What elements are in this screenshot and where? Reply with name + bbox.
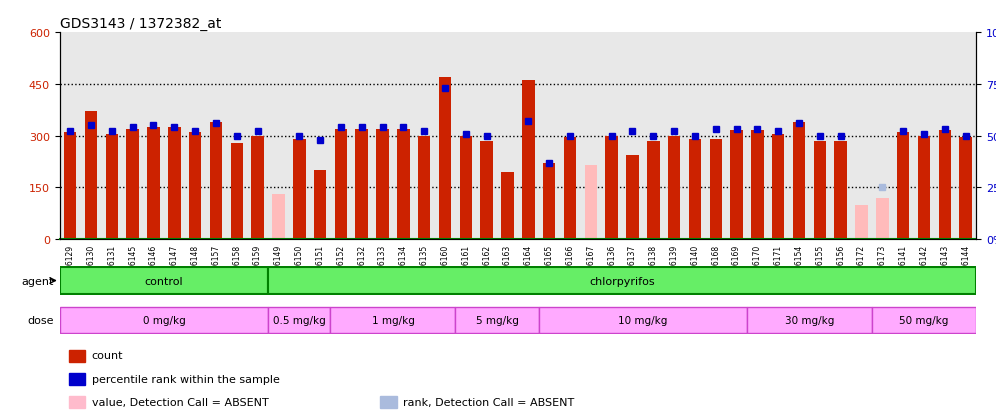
Bar <box>147 128 159 240</box>
Bar <box>314 171 327 240</box>
Text: 5 mg/kg: 5 mg/kg <box>476 315 519 325</box>
Bar <box>959 138 972 240</box>
Bar <box>897 133 909 240</box>
FancyBboxPatch shape <box>60 307 268 333</box>
FancyBboxPatch shape <box>539 307 747 333</box>
Bar <box>522 81 535 240</box>
FancyBboxPatch shape <box>455 307 539 333</box>
Bar <box>938 131 951 240</box>
Bar <box>917 136 930 240</box>
Bar <box>376 129 388 240</box>
Bar <box>189 133 201 240</box>
Bar <box>459 136 472 240</box>
FancyBboxPatch shape <box>60 268 268 294</box>
Bar <box>418 136 430 240</box>
Bar <box>856 205 868 240</box>
Bar <box>688 140 701 240</box>
Bar <box>730 131 743 240</box>
Bar <box>69 396 86 408</box>
Bar <box>230 143 243 240</box>
FancyBboxPatch shape <box>268 307 331 333</box>
Bar <box>397 129 409 240</box>
FancyBboxPatch shape <box>747 307 872 333</box>
Bar <box>251 136 264 240</box>
Bar <box>380 396 397 408</box>
Text: count: count <box>92 351 124 361</box>
Bar <box>69 350 86 362</box>
Bar <box>106 135 119 240</box>
Bar <box>64 133 77 240</box>
Bar <box>335 129 348 240</box>
Bar <box>751 131 764 240</box>
Bar <box>85 112 98 240</box>
Bar <box>814 142 826 240</box>
Text: 50 mg/kg: 50 mg/kg <box>899 315 949 325</box>
Bar <box>709 140 722 240</box>
Bar <box>772 135 785 240</box>
Bar <box>356 129 368 240</box>
Bar <box>668 136 680 240</box>
Text: chlorpyrifos: chlorpyrifos <box>590 276 654 286</box>
Bar <box>168 128 180 240</box>
FancyBboxPatch shape <box>331 307 455 333</box>
Bar <box>69 373 86 385</box>
FancyBboxPatch shape <box>872 307 976 333</box>
Text: dose: dose <box>27 315 54 325</box>
Text: 0.5 mg/kg: 0.5 mg/kg <box>273 315 326 325</box>
Bar <box>835 142 847 240</box>
Text: percentile rank within the sample: percentile rank within the sample <box>92 374 280 384</box>
Bar <box>126 129 138 240</box>
Bar <box>626 155 638 240</box>
Text: 0 mg/kg: 0 mg/kg <box>142 315 185 325</box>
Bar <box>543 164 556 240</box>
Bar <box>647 142 659 240</box>
Bar <box>585 166 597 240</box>
Bar <box>210 123 222 240</box>
Text: 10 mg/kg: 10 mg/kg <box>619 315 667 325</box>
Bar <box>793 123 806 240</box>
Text: rank, Detection Call = ABSENT: rank, Detection Call = ABSENT <box>403 397 575 407</box>
Text: value, Detection Call = ABSENT: value, Detection Call = ABSENT <box>92 397 269 407</box>
Bar <box>439 78 451 240</box>
Bar <box>272 195 285 240</box>
Text: GDS3143 / 1372382_at: GDS3143 / 1372382_at <box>60 17 221 31</box>
Bar <box>606 136 618 240</box>
Bar <box>564 138 577 240</box>
Bar <box>480 142 493 240</box>
Bar <box>501 173 514 240</box>
Bar <box>876 198 888 240</box>
Text: control: control <box>144 276 183 286</box>
FancyBboxPatch shape <box>268 268 976 294</box>
Text: agent: agent <box>21 276 54 286</box>
Bar <box>293 140 306 240</box>
Text: 1 mg/kg: 1 mg/kg <box>372 315 414 325</box>
Text: 30 mg/kg: 30 mg/kg <box>785 315 835 325</box>
